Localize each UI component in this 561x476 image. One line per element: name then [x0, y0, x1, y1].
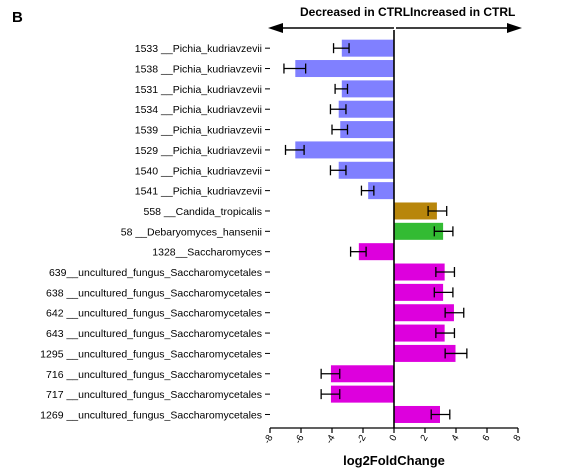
- category-label: 1534 __Pichia_kudriavzevii: [135, 104, 262, 116]
- category-label: 1531 __Pichia_kudriavzevii: [135, 84, 262, 96]
- x-axis-title: log2FoldChange: [343, 453, 445, 468]
- category-label: 717 __uncultured_fungus_Saccharomycetale…: [46, 389, 262, 401]
- category-label: 1529 __Pichia_kudriavzevii: [135, 145, 262, 157]
- x-tick-label: 6: [480, 433, 492, 443]
- category-label: 558 __Candida_tropicalis: [144, 206, 263, 218]
- x-tick-label: -4: [324, 433, 338, 446]
- x-tick-label: 0: [387, 433, 399, 443]
- decreased-label: Decreased in CTRL: [300, 5, 410, 19]
- category-label: 58 __Debaryomyces_hansenii: [121, 226, 262, 238]
- category-label: 642 __uncultured_fungus_Saccharomycetale…: [46, 308, 262, 320]
- bars: [294, 38, 457, 424]
- category-label: 1538 __Pichia_kudriavzevii: [135, 64, 262, 76]
- x-tick-label: -8: [262, 433, 276, 446]
- category-label: 1269 __uncultured_fungus_Saccharomycetal…: [40, 409, 262, 421]
- category-label: 716 __uncultured_fungus_Saccharomycetale…: [46, 369, 262, 381]
- x-tick-label: 4: [449, 433, 461, 443]
- bar: [294, 59, 395, 79]
- x-tick-label: 2: [418, 433, 430, 443]
- category-label: 1539 __Pichia_kudriavzevii: [135, 125, 262, 137]
- category-label: 643 __uncultured_fungus_Saccharomycetale…: [46, 328, 262, 340]
- x-tick-label: -2: [355, 433, 369, 446]
- x-axis-ticks: -8 -6 -4 -2 0 2 4 6 8: [262, 428, 524, 446]
- increased-arrowhead-icon: [507, 23, 522, 33]
- category-label: 1295 __uncultured_fungus_Saccharomycetal…: [40, 348, 262, 360]
- category-label: 1328__Saccharomyces: [152, 247, 262, 259]
- bar: [294, 140, 395, 160]
- error-bars: [283, 43, 468, 420]
- direction-header: Decreased in CTRL Increased in CTRL: [268, 5, 522, 33]
- x-tick-label: -6: [293, 433, 307, 446]
- category-label: 1540 __Pichia_kudriavzevii: [135, 165, 262, 177]
- increased-label: Increased in CTRL: [410, 5, 515, 19]
- panel-label: B: [12, 9, 23, 26]
- decreased-arrowhead-icon: [268, 23, 283, 33]
- category-label: 638 __uncultured_fungus_Saccharomycetale…: [46, 287, 262, 299]
- category-label: 1533 __Pichia_kudriavzevii: [135, 43, 262, 55]
- x-tick-label: 8: [511, 433, 523, 443]
- category-label: 1541 __Pichia_kudriavzevii: [135, 186, 262, 198]
- category-labels: 1533 __Pichia_kudriavzevii 1538 __Pichia_…: [40, 43, 270, 421]
- bar: [340, 79, 395, 99]
- category-label: 639__uncultured_fungus_Saccharomycetales: [49, 267, 262, 279]
